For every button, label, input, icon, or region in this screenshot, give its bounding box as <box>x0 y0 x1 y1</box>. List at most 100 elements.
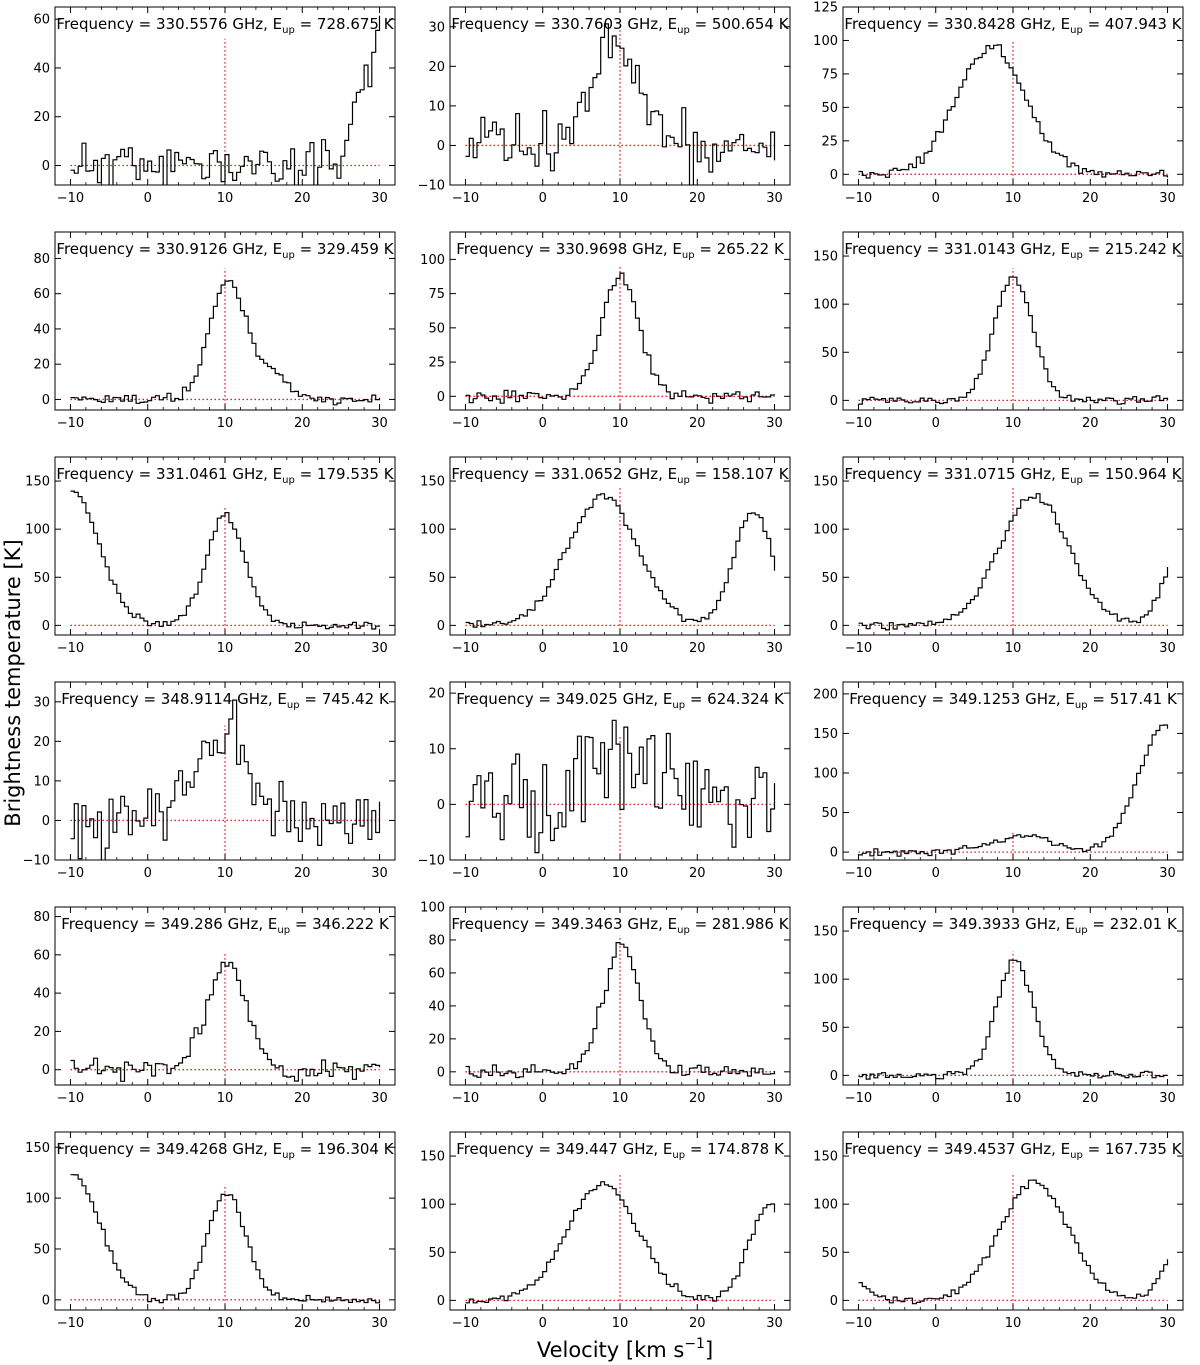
y-tick-label: 150 <box>420 1150 445 1165</box>
y-tick-label: 40 <box>33 987 50 1002</box>
x-tick-label: 20 <box>689 191 706 206</box>
x-tick-label: 0 <box>144 866 152 881</box>
eup-subscript: up <box>672 1150 685 1161</box>
x-tick-label: 20 <box>689 1091 706 1106</box>
y-tick-label: 75 <box>821 67 838 82</box>
y-tick-label: 150 <box>813 475 838 490</box>
y-tick-label: 0 <box>42 1293 50 1308</box>
spectrum-line <box>70 1174 381 1304</box>
y-tick-label: 75 <box>428 287 445 302</box>
x-tick-label: 30 <box>1159 866 1176 881</box>
y-tick-label: 50 <box>428 571 445 586</box>
y-tick-label: −10 <box>23 854 50 869</box>
frequency-value: Frequency = 331.0652 GHz, E <box>451 465 677 483</box>
spectrum-line <box>70 961 381 1082</box>
eup-subscript: up <box>287 700 300 711</box>
x-tick-label: 30 <box>1159 1091 1176 1106</box>
panel-title: Frequency = 349.4268 GHz, Eup = 196.304 … <box>56 1140 394 1161</box>
spectrum-panel-4: −10 0 10 20 30 0 20 40 60 80 Frequency = 330.9126 … <box>33 231 396 431</box>
frequency-value: Frequency = 349.025 GHz, E <box>456 690 672 708</box>
eup-value: = 407.943 K <box>1083 15 1183 33</box>
y-tick-label: 50 <box>821 101 838 116</box>
x-tick-label: 20 <box>689 866 706 881</box>
x-tick-label: −10 <box>57 1316 84 1331</box>
y-tick-label: 20 <box>33 735 50 750</box>
y-tick-label: 20 <box>33 358 50 373</box>
panel-title: Frequency = 330.9126 GHz, Eup = 329.459 … <box>56 240 394 261</box>
y-tick-label: 0 <box>42 814 50 829</box>
eup-subscript: up <box>677 925 690 936</box>
y-tick-label: 100 <box>813 1198 838 1213</box>
panel-title: Frequency = 348.9114 GHz, Eup = 745.42 K <box>61 690 390 711</box>
x-tick-label: 10 <box>612 641 629 656</box>
y-tick-label: 40 <box>428 999 445 1014</box>
spectrum-panel-5: −10 0 10 20 30 0 25 50 75 100 Frequency = 330.9698… <box>420 231 791 431</box>
frequency-value: Frequency = 331.0143 GHz, E <box>844 240 1070 258</box>
y-tick-label: 0 <box>830 619 838 634</box>
y-tick-label: 150 <box>25 1141 50 1156</box>
spectrum-panel-18: −10 0 10 20 30 0 50 100 150 Frequency = 349.4537 … <box>813 1131 1184 1331</box>
panel-title: Frequency = 330.5576 GHz, Eup = 728.675 … <box>56 15 394 36</box>
x-tick-label: 10 <box>612 866 629 881</box>
x-tick-label: 20 <box>294 641 311 656</box>
x-tick-label: −10 <box>57 866 84 881</box>
x-tick-label: 30 <box>371 416 388 431</box>
y-tick-label: 0 <box>42 619 50 634</box>
x-tick-label: 30 <box>371 641 388 656</box>
eup-value: = 728.675 K <box>295 15 395 33</box>
spectrum-line <box>858 493 1169 631</box>
spectrum-panel-1: −10 0 10 20 30 0 20 40 60 Frequency = 330.5576 GH… <box>33 6 396 206</box>
y-tick-label: 0 <box>830 1069 838 1084</box>
spectrum-line <box>858 276 1169 405</box>
y-tick-label: 150 <box>25 475 50 490</box>
x-tick-label: −10 <box>452 1316 479 1331</box>
y-tick-label: 150 <box>813 250 838 265</box>
y-tick-label: 150 <box>813 727 838 742</box>
panel-title: Frequency = 349.3933 GHz, Eup = 232.01 K <box>849 915 1178 936</box>
y-tick-label: 0 <box>437 1294 445 1309</box>
y-tick-label: 30 <box>428 20 445 35</box>
x-tick-label: 0 <box>539 416 547 431</box>
y-tick-label: 25 <box>428 356 445 371</box>
eup-value: = 158.107 K <box>690 465 790 483</box>
panel-title: Frequency = 330.8428 GHz, Eup = 407.943 … <box>844 15 1182 36</box>
spectrum-line <box>858 724 1169 857</box>
x-axis-label: Velocity [km s−1] <box>537 1336 713 1362</box>
x-tick-label: −10 <box>452 191 479 206</box>
x-tick-label: −10 <box>57 191 84 206</box>
x-tick-label: 10 <box>612 191 629 206</box>
x-tick-label: 0 <box>932 1316 940 1331</box>
eup-subscript: up <box>1070 250 1083 261</box>
x-tick-label: 0 <box>932 1091 940 1106</box>
eup-value: = 346.222 K <box>290 915 390 933</box>
eup-value: = 329.459 K <box>295 240 395 258</box>
eup-subscript: up <box>677 25 690 36</box>
x-tick-label: 0 <box>144 1091 152 1106</box>
spectrum-panel-12: −10 0 10 20 30 0 50 100 150 200 Frequency = 349.12… <box>813 681 1184 881</box>
x-tick-label: 0 <box>144 191 152 206</box>
x-tick-label: 20 <box>1082 641 1099 656</box>
eup-value: = 281.986 K <box>690 915 790 933</box>
x-tick-label: 30 <box>371 1316 388 1331</box>
x-tick-label: 0 <box>539 1316 547 1331</box>
spectrum-panel-7: −10 0 10 20 30 0 50 100 150 Frequency = 331.0461 … <box>25 456 396 656</box>
spectrum-panel-9: −10 0 10 20 30 0 50 100 150 Frequency = 331.0715 … <box>813 456 1184 656</box>
eup-subscript: up <box>282 25 295 36</box>
frequency-value: Frequency = 349.286 GHz, E <box>61 915 277 933</box>
x-tick-label: 0 <box>539 1091 547 1106</box>
panel-grid: −10 0 10 20 30 0 20 40 60 Frequency = 330.5576 GH… <box>23 1 1184 1331</box>
spectrum-panel-2: −10 0 10 20 30 −10 0 10 20 30 Frequency = 330.7603… <box>418 6 791 206</box>
y-tick-label: 150 <box>420 475 445 490</box>
x-tick-label: 20 <box>294 416 311 431</box>
y-tick-label: 100 <box>813 523 838 538</box>
spectrum-line <box>465 272 776 404</box>
frequency-value: Frequency = 349.3933 GHz, E <box>849 915 1075 933</box>
x-tick-label: 0 <box>539 866 547 881</box>
y-tick-label: 50 <box>821 346 838 361</box>
frequency-value: Frequency = 349.4268 GHz, E <box>56 1140 282 1158</box>
x-tick-label: 10 <box>612 1091 629 1106</box>
y-tick-label: 125 <box>813 1 838 16</box>
x-tick-label: 0 <box>144 416 152 431</box>
x-tick-label: −10 <box>845 416 872 431</box>
x-tick-label: 0 <box>932 641 940 656</box>
